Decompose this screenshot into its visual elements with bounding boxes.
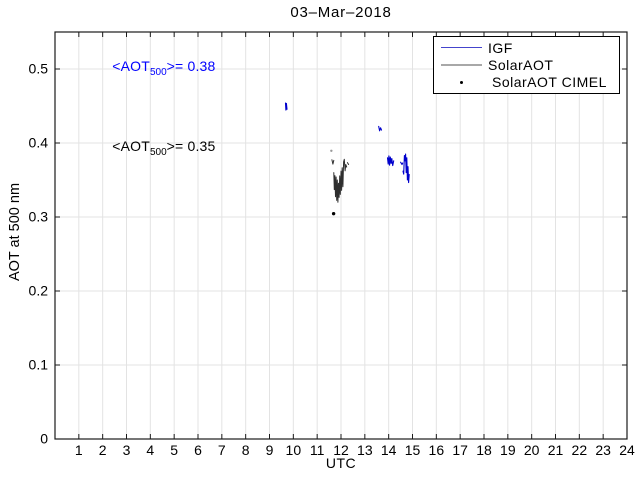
svg-text:1: 1 [75, 442, 83, 458]
svg-text:21: 21 [548, 442, 564, 458]
svg-text:8: 8 [242, 442, 250, 458]
annotation-solaraot-subscript: 500 [149, 147, 167, 159]
svg-text:0.1: 0.1 [29, 357, 49, 373]
svg-text:18: 18 [476, 442, 492, 458]
series-igf [284, 102, 410, 184]
series-solaraot [330, 149, 350, 203]
svg-text:2: 2 [99, 442, 107, 458]
svg-text:0.4: 0.4 [29, 135, 49, 151]
legend-label-solaraot: SolarAOT [488, 57, 554, 73]
cimel-dot-sample-icon [441, 80, 482, 84]
annotation-igf-value: >= 0.38 [166, 57, 216, 74]
svg-text:0: 0 [40, 431, 48, 447]
x-tick-labels: 1 2 3 4 5 6 7 8 9 10 11 12 13 14 15 16 17 18 19 20 21 22 23 24 [75, 442, 635, 458]
legend-label-igf: IGF [488, 39, 513, 56]
annotation-solaraot-prefix: <AOT [112, 138, 150, 155]
svg-text:17: 17 [452, 442, 468, 458]
svg-text:12: 12 [333, 442, 349, 458]
annotation-igf-mean: <AOT500>= 0.38 [112, 58, 215, 78]
svg-text:3: 3 [123, 442, 131, 458]
svg-text:23: 23 [595, 442, 611, 458]
svg-text:14: 14 [381, 442, 397, 458]
svg-text:10: 10 [286, 442, 302, 458]
legend-item-igf: IGF [434, 39, 619, 56]
svg-text:5: 5 [170, 442, 178, 458]
svg-text:0.3: 0.3 [29, 209, 49, 225]
annotation-solaraot-mean: <AOT500>= 0.35 [112, 138, 215, 158]
series-solaraot-cimel [331, 211, 336, 216]
solaraot-line-sample-icon [441, 64, 482, 66]
igf-line-sample-icon [441, 47, 482, 49]
axes [54, 31, 628, 440]
legend-label-solaraot-cimel: SolarAOT CIMEL [492, 74, 607, 91]
svg-text:24: 24 [619, 442, 635, 458]
annotation-igf-prefix: <AOT [112, 57, 150, 74]
legend-item-solaraot-cimel: SolarAOT CIMEL [434, 74, 619, 91]
svg-text:19: 19 [500, 442, 516, 458]
svg-text:11: 11 [310, 442, 325, 458]
svg-text:4: 4 [146, 442, 154, 458]
svg-text:20: 20 [524, 442, 540, 458]
legend: IGF SolarAOT SolarAOT CIMEL [433, 36, 620, 94]
svg-text:0.5: 0.5 [29, 61, 49, 77]
chart-title: 03–Mar–2018 [290, 4, 392, 21]
svg-text:7: 7 [218, 442, 226, 458]
svg-text:13: 13 [357, 442, 373, 458]
svg-text:6: 6 [194, 442, 202, 458]
svg-text:22: 22 [572, 442, 588, 458]
svg-text:16: 16 [429, 442, 445, 458]
grid [55, 32, 627, 439]
svg-text:15: 15 [405, 442, 421, 458]
svg-text:9: 9 [266, 442, 274, 458]
annotation-solaraot-value: >= 0.35 [166, 138, 216, 155]
svg-text:0.2: 0.2 [29, 283, 49, 299]
annotation-igf-subscript: 500 [149, 66, 167, 78]
y-axis-label: AOT at 500 nm [7, 182, 23, 282]
y-tick-labels: 0 0.1 0.2 0.3 0.4 0.5 [29, 61, 49, 447]
legend-item-solaraot: SolarAOT [434, 57, 619, 74]
x-axis-label: UTC [325, 455, 357, 471]
